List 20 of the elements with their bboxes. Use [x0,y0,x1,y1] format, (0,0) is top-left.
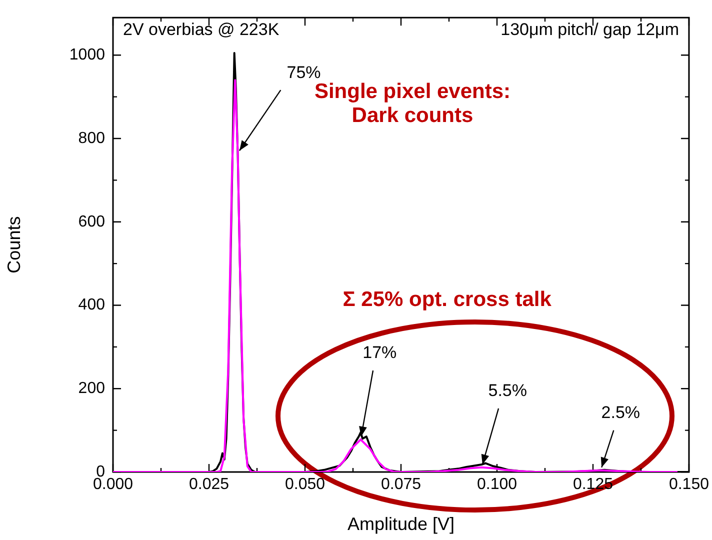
x-tick-label: 0.025 [188,476,230,494]
annotation: 75% [286,63,321,82]
y-tick-label: 600 [78,213,106,230]
x-tick-label: 0.050 [284,476,326,494]
annotation: 130μm pitch/ gap 12μm [500,20,679,40]
annotation: 2.5% [601,403,640,423]
x-tick-label: 0.150 [668,476,710,494]
x-tick-label: 0.100 [476,476,518,494]
y-tick-label: 800 [78,130,106,147]
annotation: 17% [362,343,397,364]
annotation: 5.5% [488,381,527,401]
y-tick-label: 1000 [69,46,106,64]
y-tick-label: 400 [78,296,106,314]
annotation: Σ 25% opt. cross talk [342,288,552,312]
x-axis-title: Amplitude [V] [347,514,455,534]
y-axis-title: Counts [4,216,24,274]
y-tick-label: 200 [78,380,106,398]
x-tick-label: 0.075 [380,476,422,494]
annotation: Single pixel events: Dark counts [314,80,511,128]
annotation: 2V overbias @ 223K [123,20,280,40]
